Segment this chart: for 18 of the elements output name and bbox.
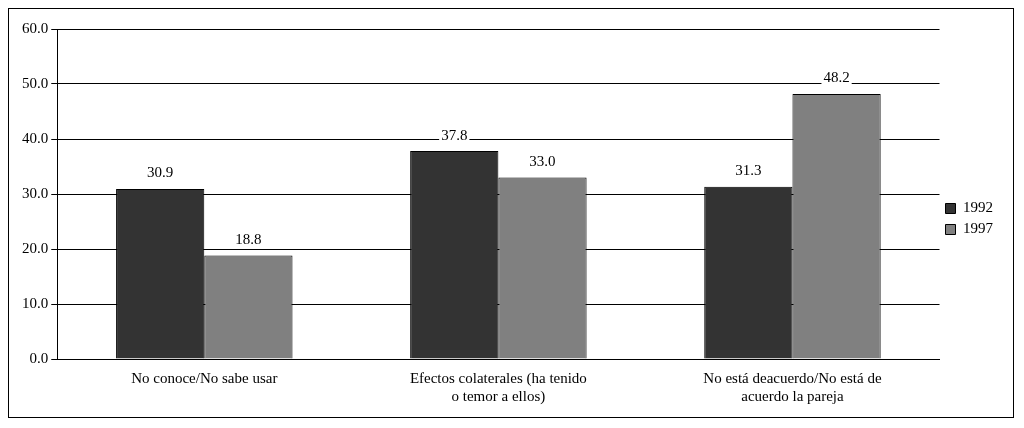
data-label: 31.3 [735, 162, 762, 179]
legend-label: 1997 [963, 220, 994, 237]
x-tick-label: Efectos colaterales (ha tenido o temor a ellos) [409, 369, 587, 405]
legend-label: 1992 [963, 199, 993, 216]
y-tick-label: 10.0 [22, 294, 49, 311]
x-tick-label: No está deacuerdo/No está de acuerdo la pareja [703, 369, 882, 404]
x-tick-label: No conoce/No sabe usar [131, 369, 278, 386]
data-label: 48.2 [823, 69, 850, 86]
data-label: 33.0 [529, 152, 556, 169]
data-label: 18.8 [235, 231, 262, 248]
y-tick-label: 50.0 [22, 74, 49, 91]
y-tick-label: 20.0 [22, 239, 49, 256]
y-tick-label: 40.0 [22, 129, 49, 146]
data-label: 30.9 [147, 164, 174, 181]
y-tick-label: 30.0 [22, 184, 49, 201]
data-label: 37.8 [441, 126, 468, 143]
y-tick-label: 60.0 [22, 19, 49, 36]
y-tick-label: 0.0 [29, 349, 49, 366]
